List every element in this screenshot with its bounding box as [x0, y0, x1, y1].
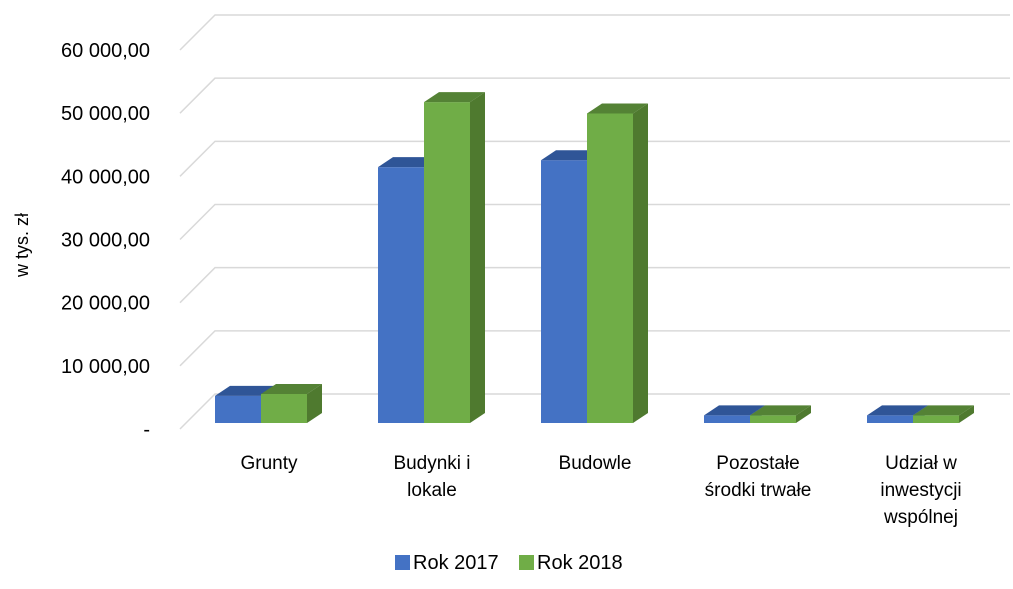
bar-top	[913, 405, 974, 416]
y-tick-label: 60 000,00	[61, 40, 150, 62]
bar-side	[959, 405, 974, 423]
bar-front	[587, 113, 633, 423]
bar-front	[215, 395, 261, 423]
gridline	[179, 140, 1010, 177]
bar	[587, 103, 648, 423]
bar-side	[633, 103, 648, 423]
bar-front	[913, 415, 959, 423]
gridline	[179, 393, 1010, 430]
bar-top	[215, 385, 276, 396]
gridline	[179, 14, 1010, 51]
bar	[913, 405, 974, 423]
x-tick-label: Budynki i lokale	[393, 453, 470, 501]
y-tick-label: 40 000,00	[61, 166, 150, 188]
bar-front	[424, 102, 470, 423]
y-tick-label: 30 000,00	[61, 230, 150, 252]
bar-top	[587, 103, 648, 114]
bar-top	[704, 405, 765, 416]
bar	[424, 92, 485, 423]
x-axis-labels: Grunty Budynki i lokale Budowle Pozostałe śro…	[240, 453, 961, 528]
bar-top	[378, 157, 439, 168]
bar-front	[704, 415, 750, 423]
bar-top	[424, 92, 485, 103]
bar	[750, 405, 811, 423]
bar-side	[796, 405, 811, 423]
bar-top	[750, 405, 811, 416]
gridline	[179, 203, 1010, 241]
gridline	[179, 77, 1010, 114]
legend-label: Rok 2018	[537, 552, 623, 574]
x-tick-label: Grunty	[240, 453, 298, 474]
x-tick-label: Pozostałe środki trwałe	[705, 453, 812, 501]
bar-top	[867, 405, 928, 416]
y-tick-label: -	[143, 419, 150, 441]
x-tick-label: Budowle	[559, 453, 632, 474]
y-tick-label: 20 000,00	[61, 293, 150, 315]
bar-front	[261, 393, 307, 423]
gridlines	[179, 14, 1010, 430]
bar-top	[261, 383, 322, 394]
y-tick-label: 10 000,00	[61, 356, 150, 378]
gridline	[179, 330, 1010, 367]
gridline	[179, 266, 1010, 304]
bars	[215, 92, 974, 424]
bar	[261, 383, 322, 423]
bar-side	[470, 92, 485, 423]
y-tick-label: 50 000,00	[61, 103, 150, 125]
bar-front	[867, 415, 913, 423]
legend-swatch	[395, 555, 410, 570]
legend-swatch	[519, 555, 534, 570]
y-axis-ticks: - 10 000,00 20 000,00 30 000,00 40 000,00 50 …	[61, 40, 150, 441]
legend: Rok 2017 Rok 2018	[395, 552, 623, 574]
legend-label: Rok 2017	[413, 552, 499, 574]
bar-front	[378, 167, 424, 423]
x-tick-label: Udział w inwestycji wspólnej	[880, 453, 961, 528]
bar-side	[307, 383, 322, 423]
bar-front	[541, 160, 587, 423]
bar-top	[541, 150, 602, 161]
y-axis-title: w tys. zł	[12, 213, 32, 278]
bar-front	[750, 415, 796, 423]
